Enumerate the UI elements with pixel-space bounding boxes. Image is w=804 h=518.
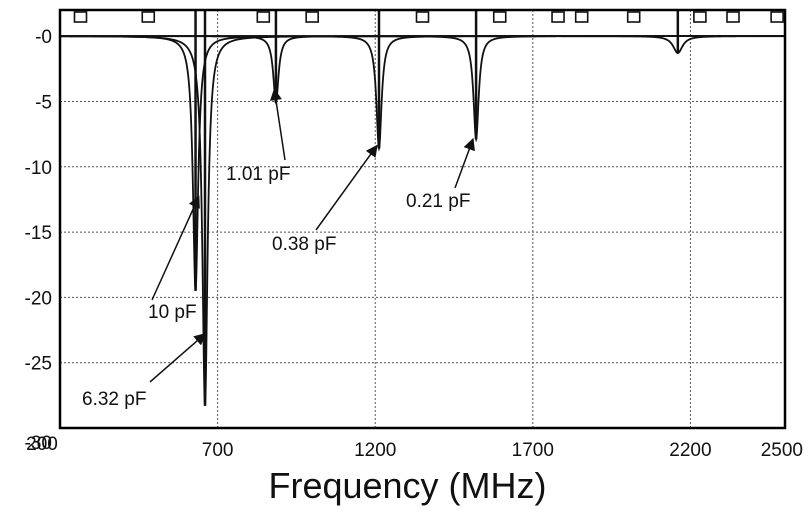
square-marker [576, 12, 588, 22]
annotation-label: 0.38 pF [272, 234, 336, 255]
y-tick-label: -20 [25, 288, 52, 309]
annotation-arrow [316, 146, 377, 230]
square-marker [306, 12, 318, 22]
x-tick-labels: 200 700 1200 1700 2200 2500 [26, 434, 803, 461]
x-tick-label: 2500 [761, 440, 803, 461]
square-marker [142, 12, 154, 22]
y-tick-label: -0 [35, 27, 52, 48]
annotation-label: 6.32 pF [82, 389, 146, 410]
annotation-label: 1.01 pF [226, 164, 290, 185]
annotations: 10 pF 6.32 pF 1.01 pF 0.38 pF 0.21 pF [82, 90, 473, 410]
square-marker [727, 12, 739, 22]
series-line [60, 36, 785, 406]
y-tick-labels: -0-5-10-15-20-25-30 [25, 27, 52, 454]
square-marker [694, 12, 706, 22]
x-tick-label: 700 [202, 440, 234, 461]
square-marker [417, 12, 429, 22]
square-marker [74, 12, 86, 22]
series-line [60, 36, 785, 291]
annotation-arrow [152, 197, 199, 300]
square-marker [771, 12, 783, 22]
annotation-label: 10 pF [148, 302, 197, 323]
x-axis-label: Frequency (MHz) [268, 465, 546, 506]
annotation-arrow [150, 334, 205, 382]
x-tick-label: 1700 [512, 440, 554, 461]
square-marker [257, 12, 269, 22]
square-marker [494, 12, 506, 22]
y-tick-label: -25 [25, 354, 52, 375]
square-marker [628, 12, 640, 22]
x-tick-label: 200 [26, 434, 58, 455]
square-marker [552, 12, 564, 22]
annotation-arrow [274, 90, 285, 160]
y-tick-label: -10 [25, 158, 52, 179]
annotation-label: 0.21 pF [406, 191, 470, 212]
x-tick-label: 1200 [354, 440, 396, 461]
x-tick-label: 2200 [669, 440, 711, 461]
series-line [60, 36, 785, 103]
y-tick-label: -5 [35, 92, 52, 113]
annotation-arrow [455, 139, 473, 188]
y-tick-label: -15 [25, 223, 52, 244]
